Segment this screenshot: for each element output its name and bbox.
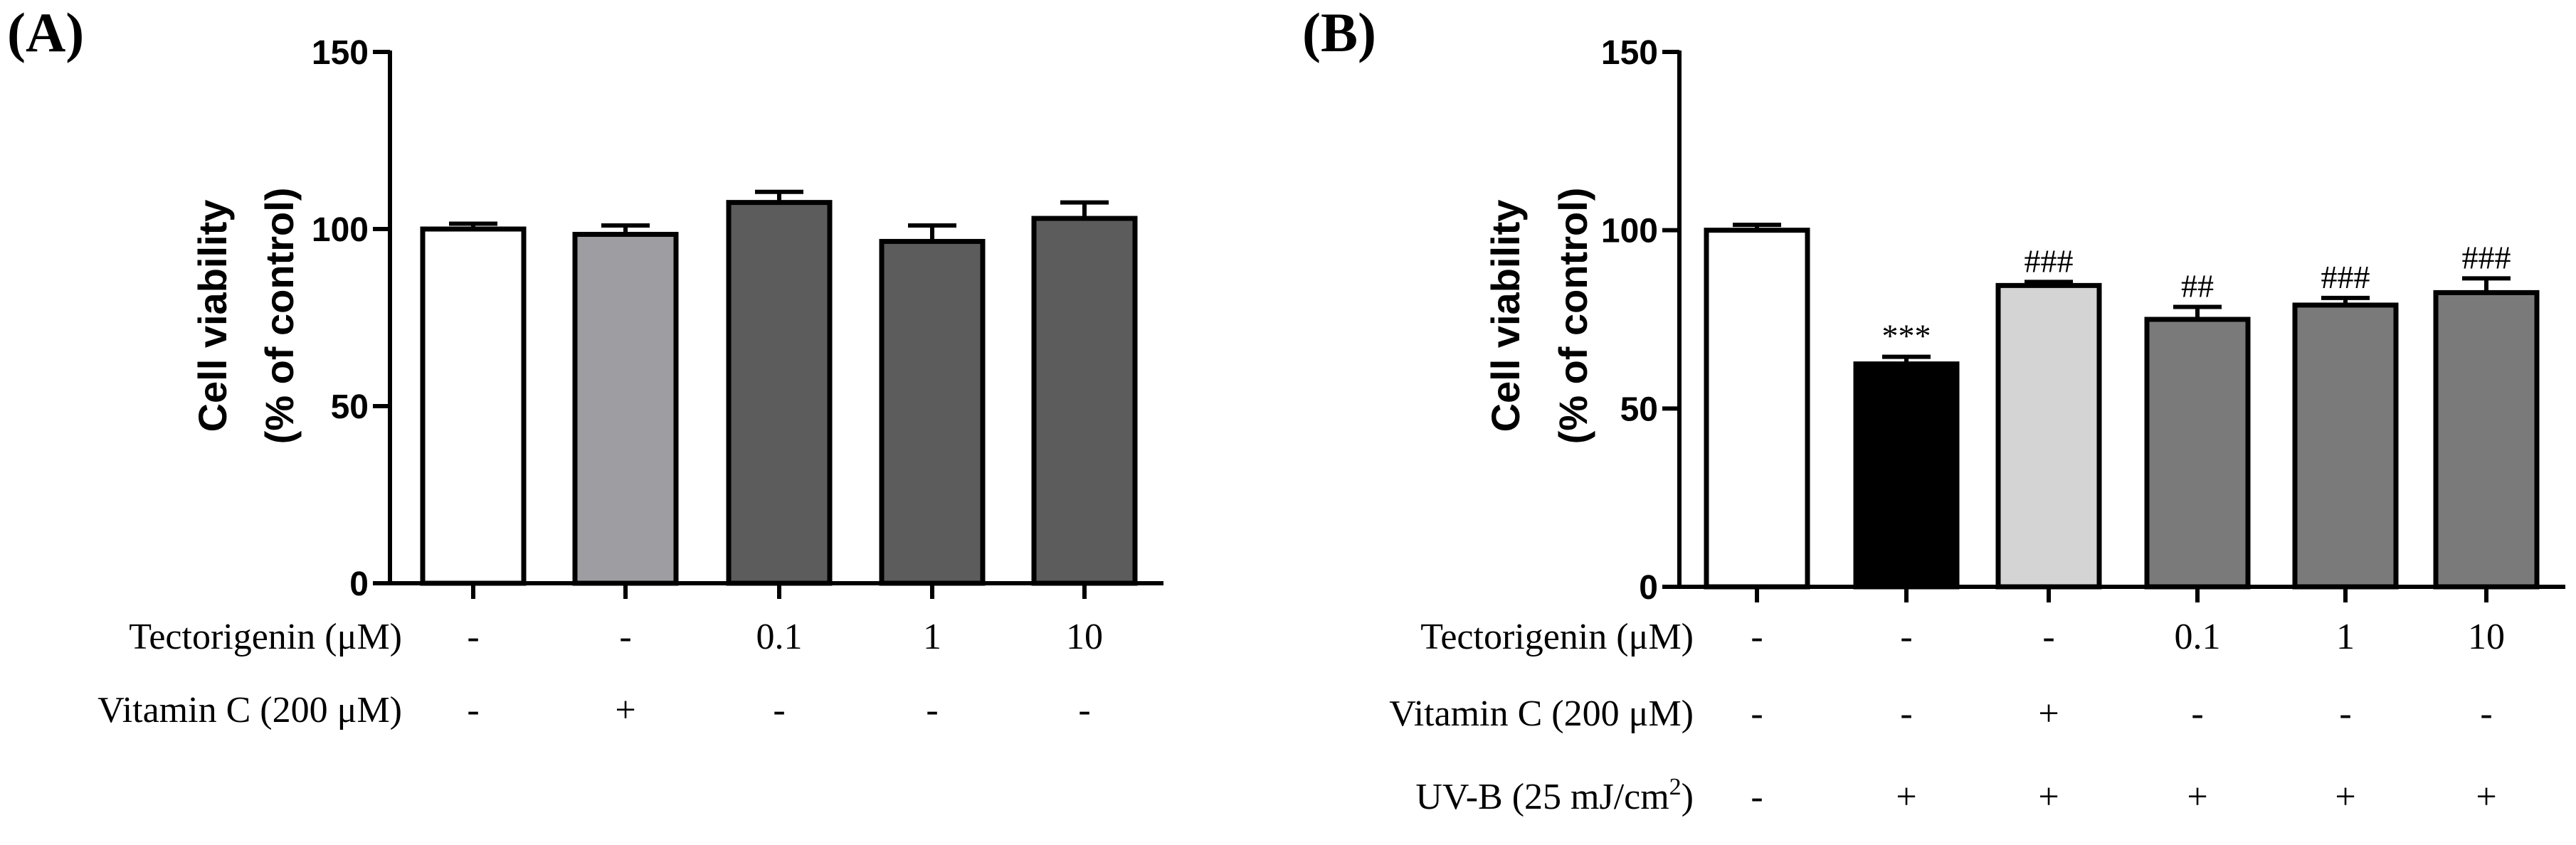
condition-value: 0.1 <box>2175 617 2221 657</box>
condition-label: UV-B (25 mJ/cm2) <box>1415 774 1694 817</box>
y-tick-label: 0 <box>1639 569 1658 607</box>
y-axis-label-line1: Cell viability <box>190 200 235 432</box>
bar <box>2292 302 2399 590</box>
condition-label: Vitamin C (200 μM) <box>97 690 402 730</box>
condition-value: - <box>2042 617 2054 657</box>
condition-value: 10 <box>1066 617 1103 657</box>
y-axis-label-line2: (% of control) <box>257 188 302 445</box>
condition-value: 0.1 <box>756 617 803 657</box>
panel-label: (B) <box>1302 1 1376 63</box>
condition-value: 10 <box>2468 617 2505 657</box>
bar <box>726 200 833 586</box>
y-tick-label: 50 <box>1620 390 1658 428</box>
bar <box>2433 289 2540 590</box>
significance-label: ### <box>2321 259 2370 295</box>
significance-label: ### <box>2025 243 2074 279</box>
bar <box>420 226 527 586</box>
condition-value: - <box>467 617 479 657</box>
condition-value: + <box>615 690 635 730</box>
y-tick-label: 100 <box>1601 213 1658 250</box>
y-axis-label-line2: (% of control) <box>1551 188 1595 445</box>
condition-value: - <box>467 690 479 730</box>
condition-value: + <box>2038 693 2059 734</box>
condition-value: - <box>1078 690 1090 730</box>
condition-label: Tectorigenin (μM) <box>129 617 402 657</box>
condition-value: 1 <box>2336 617 2355 657</box>
condition-value: + <box>2187 777 2207 817</box>
condition-label: Tectorigenin (μM) <box>1420 617 1694 657</box>
bar <box>1853 361 1960 590</box>
bar <box>1995 282 2102 590</box>
y-tick-label: 150 <box>312 34 369 72</box>
condition-value: - <box>1751 693 1763 734</box>
condition-value: - <box>619 617 631 657</box>
condition-value: - <box>926 690 938 730</box>
y-tick-label: 50 <box>331 388 369 426</box>
condition-value: + <box>2476 777 2496 817</box>
bar <box>1704 228 1810 590</box>
condition-label-main: UV-B (25 mJ/cm <box>1415 777 1669 817</box>
condition-value: - <box>2480 693 2492 734</box>
condition-value: + <box>2335 777 2355 817</box>
condition-value: - <box>1900 617 1912 657</box>
bar <box>879 238 986 586</box>
condition-value: + <box>1896 777 1916 817</box>
significance-label: ### <box>2462 239 2511 275</box>
condition-value: 1 <box>923 617 941 657</box>
condition-value: - <box>2339 693 2351 734</box>
condition-value: - <box>1751 617 1763 657</box>
y-axis-label-line1: Cell viability <box>1483 200 1528 432</box>
condition-label-superscript: 2 <box>1669 774 1682 800</box>
y-tick-label: 100 <box>312 211 369 249</box>
y-tick-label: 150 <box>1601 34 1658 72</box>
condition-label-tail: ) <box>1682 777 1694 817</box>
bar <box>2144 317 2251 590</box>
bar <box>572 231 679 586</box>
bar <box>1031 216 1138 586</box>
condition-value: - <box>773 690 785 730</box>
condition-value: - <box>1900 693 1912 734</box>
condition-value: + <box>2038 777 2059 817</box>
condition-value: - <box>2191 693 2203 734</box>
condition-label: Vitamin C (200 μM) <box>1389 693 1694 734</box>
significance-label: *** <box>1882 318 1931 354</box>
condition-value: - <box>1751 777 1763 817</box>
significance-label: ## <box>2181 267 2214 304</box>
y-tick-label: 0 <box>349 565 369 603</box>
panel-label: (A) <box>7 1 84 63</box>
